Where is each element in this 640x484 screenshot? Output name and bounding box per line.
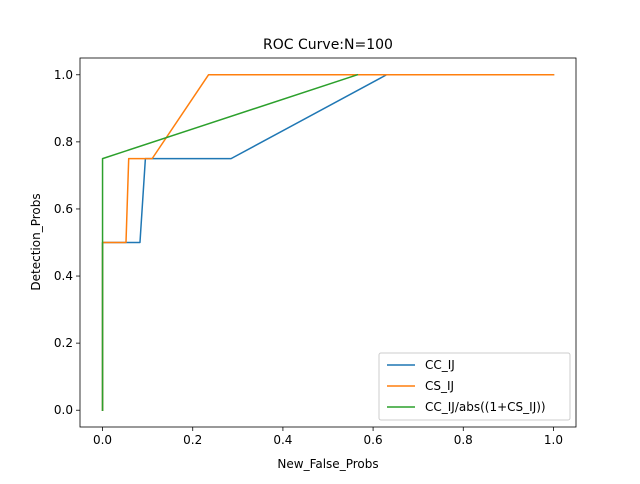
y-tick-label: 0.0 xyxy=(54,403,73,417)
y-tick-label: 0.8 xyxy=(54,135,73,149)
y-tick-label: 0.4 xyxy=(54,269,73,283)
plot-frame xyxy=(79,57,577,428)
axes-layer: 0.0 0.2 0.4 0.6 0.8 1.0 0.0 0.2 0.4 0.6 0.8 1.0 xyxy=(54,57,577,447)
legend-label-1: CC_IJ xyxy=(425,358,455,372)
y-axis-label: Detection_Probs xyxy=(29,193,43,290)
y-tick-label: 0.6 xyxy=(54,202,73,216)
legend-label-2: CS_IJ xyxy=(425,379,454,393)
legend-label-3: CC_IJ/abs((1+CS_IJ)) xyxy=(425,400,546,414)
y-tick-label: 1.0 xyxy=(54,68,73,82)
x-tick-label: 1.0 xyxy=(544,433,563,447)
series-layer xyxy=(101,73,555,411)
x-tick-label: 0.8 xyxy=(454,433,473,447)
y-tick-label: 0.2 xyxy=(54,336,73,350)
x-tick-label: 0.0 xyxy=(93,433,112,447)
chart-title: ROC Curve:N=100 xyxy=(263,37,393,53)
legend: CC_IJ CS_IJ CC_IJ/abs((1+CS_IJ)) xyxy=(378,352,571,421)
x-tick-label: 0.4 xyxy=(273,433,292,447)
series-line-3 xyxy=(101,73,359,411)
x-tick-label: 0.2 xyxy=(183,433,202,447)
x-tick-label: 0.6 xyxy=(364,433,383,447)
x-axis-label: New_False_Probs xyxy=(277,457,378,471)
legend-box xyxy=(378,352,571,421)
